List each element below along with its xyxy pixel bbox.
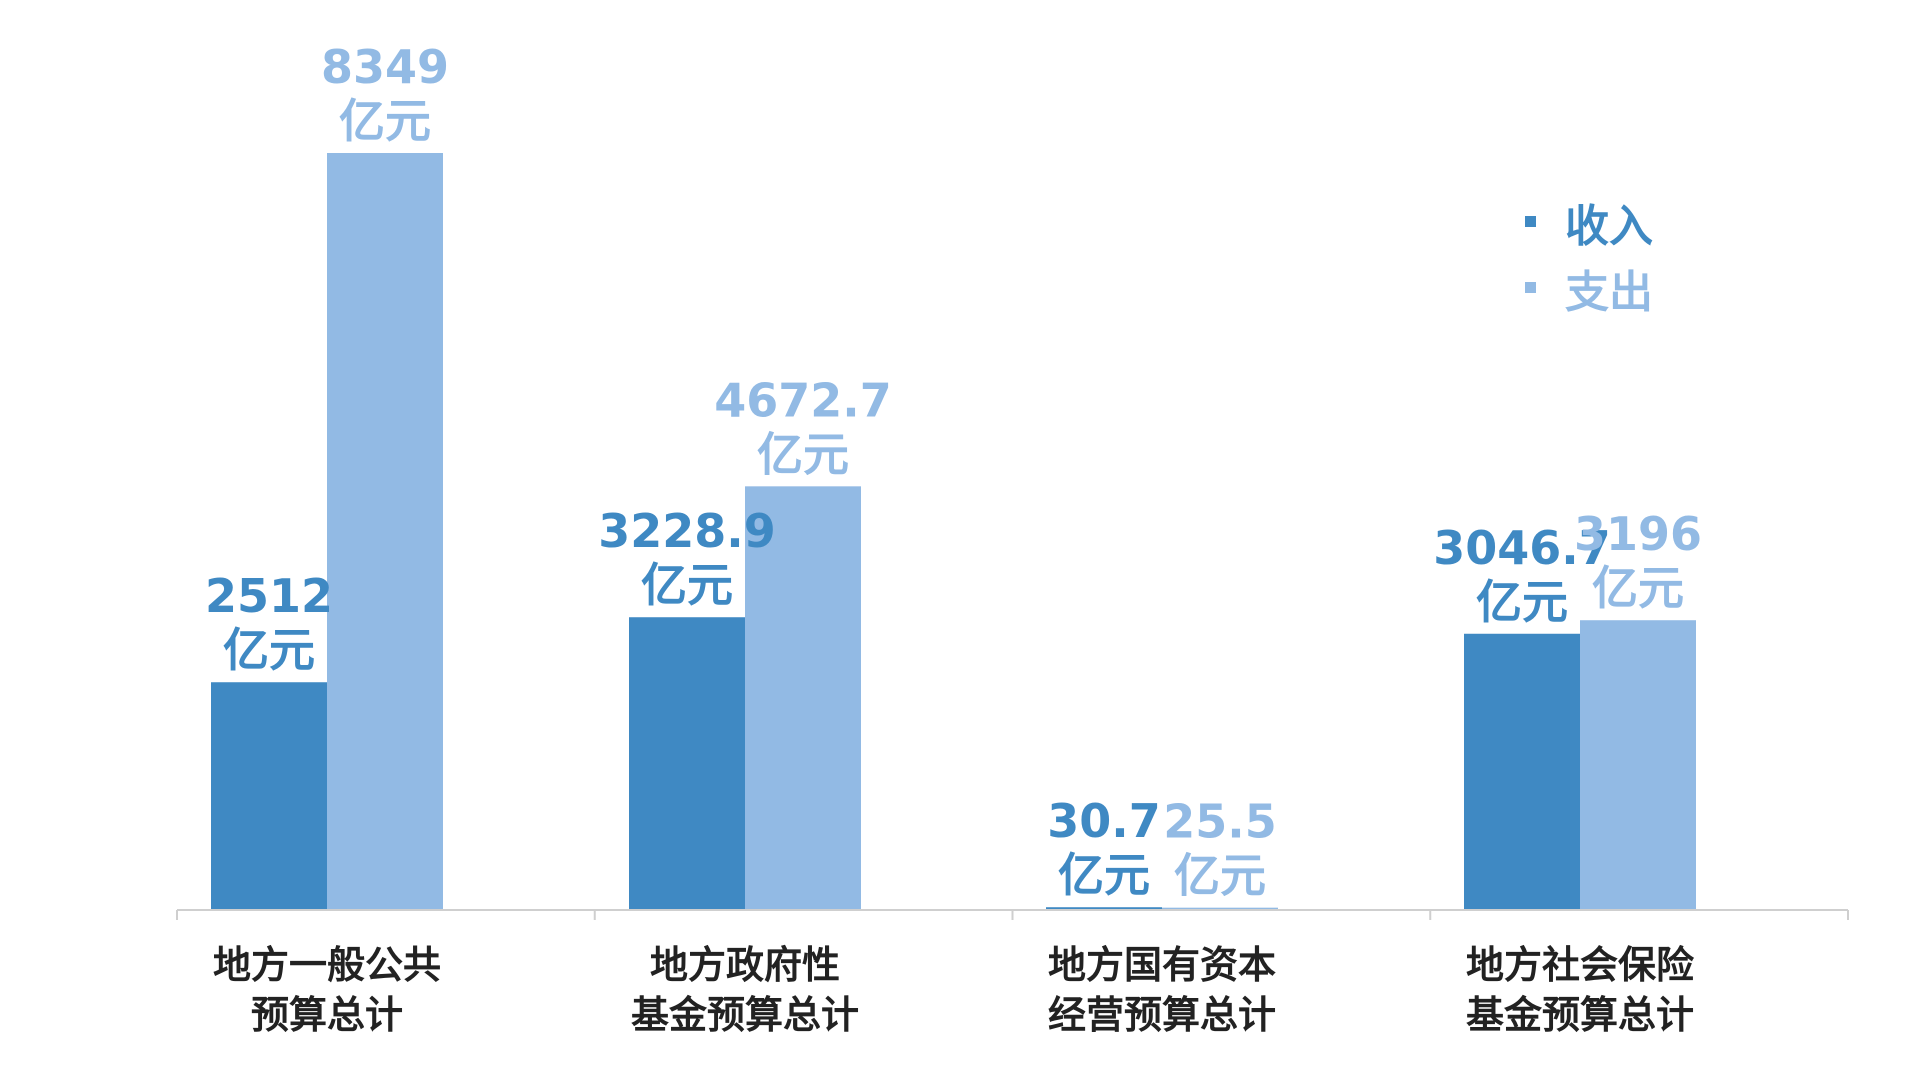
bar-income-1 xyxy=(629,617,745,910)
unit-label-expense-2: 亿元 xyxy=(1174,849,1266,903)
value-label-expense-0: 8349 xyxy=(321,40,449,94)
unit-label-income-1: 亿元 xyxy=(641,558,733,612)
bar-income-0 xyxy=(211,682,327,910)
value-labels-layer: 2512亿元8349亿元3228.9亿元4672.7亿元30.7亿元25.5亿元… xyxy=(205,40,1702,903)
legend-label-expense: 支出 xyxy=(1565,267,1653,318)
legend-swatch-expense xyxy=(1525,282,1536,293)
category-label-0-line-1: 预算总计 xyxy=(251,993,403,1037)
value-label-income-0: 2512 xyxy=(205,569,333,623)
bar-expense-0 xyxy=(327,153,443,910)
category-label-2-line-1: 经营预算总计 xyxy=(1048,993,1276,1037)
bar-income-2 xyxy=(1046,907,1162,910)
unit-label-income-2: 亿元 xyxy=(1058,848,1150,902)
bar-expense-3 xyxy=(1580,620,1696,910)
bar-income-3 xyxy=(1464,633,1580,910)
x-axis-ticks xyxy=(176,910,1849,920)
category-label-1-line-1: 基金预算总计 xyxy=(631,993,859,1037)
unit-label-income-3: 亿元 xyxy=(1476,575,1568,629)
bars-layer xyxy=(211,153,1696,910)
unit-label-expense-3: 亿元 xyxy=(1592,561,1684,615)
value-label-income-3: 3046.7 xyxy=(1433,521,1611,575)
value-label-expense-3: 3196 xyxy=(1574,507,1702,561)
category-labels-layer: 地方一般公共预算总计地方政府性基金预算总计地方国有资本经营预算总计地方社会保险基… xyxy=(213,943,1695,1037)
category-label-0-line-0: 地方一般公共 xyxy=(213,943,441,987)
unit-label-expense-1: 亿元 xyxy=(757,427,849,481)
category-label-1-line-0: 地方政府性 xyxy=(650,943,840,987)
value-label-income-1: 3228.9 xyxy=(598,504,776,558)
legend-label-income: 收入 xyxy=(1565,201,1653,252)
value-label-expense-2: 25.5 xyxy=(1163,795,1277,849)
bar-expense-2 xyxy=(1162,907,1278,910)
category-label-3-line-0: 地方社会保险 xyxy=(1466,943,1695,987)
category-label-2-line-0: 地方国有资本 xyxy=(1048,943,1276,987)
value-label-income-2: 30.7 xyxy=(1047,794,1161,848)
unit-label-expense-0: 亿元 xyxy=(339,94,431,148)
category-label-3-line-1: 基金预算总计 xyxy=(1466,993,1694,1037)
unit-label-income-0: 亿元 xyxy=(223,623,315,677)
legend-swatch-income xyxy=(1525,216,1536,227)
value-label-expense-1: 4672.7 xyxy=(714,373,892,427)
bar-expense-1 xyxy=(745,486,861,910)
